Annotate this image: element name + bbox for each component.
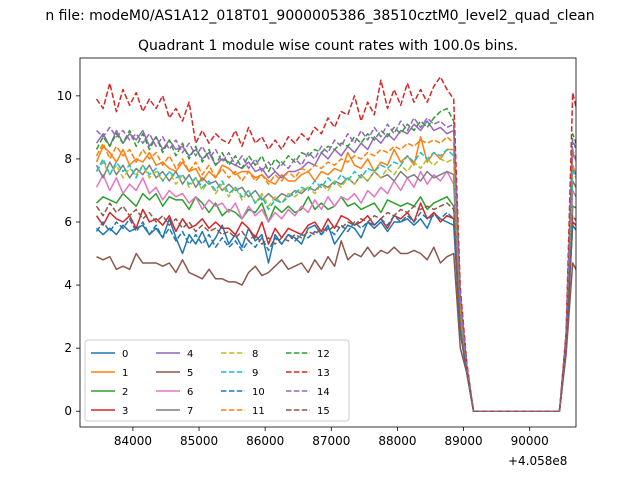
axis-ticks: 84000 85000 86000 87000 88000 89000 90000 0 2 4 6 8… [57,89,549,448]
x-tick-label: 85000 [180,434,218,448]
legend-label-12: 12 [317,349,330,360]
y-tick-label: 0 [64,404,72,418]
legend-label-2: 2 [122,387,128,398]
legend-label-8: 8 [252,349,258,360]
legend-label-4: 4 [187,349,193,360]
x-tick-label: 89000 [444,434,482,448]
legend-label-11: 11 [252,406,265,417]
series-line-9 [95,148,576,412]
legend-label-3: 3 [122,406,128,417]
series-group [95,76,576,412]
legend-label-1: 1 [122,368,128,379]
series-line-11 [95,136,576,412]
legend-label-9: 9 [252,368,258,379]
x-tick-label: 87000 [312,434,350,448]
x-tick-label: 90000 [511,434,549,448]
figure-suptitle: n file: modeM0/AS1A12_018T01_9000005386_… [45,8,594,24]
series-lines [95,76,576,412]
x-tick-label: 86000 [246,434,284,448]
legend-label-5: 5 [187,368,193,379]
series-line-8 [95,158,576,412]
legend-label-14: 14 [317,387,330,398]
legend-label-10: 10 [252,387,265,398]
series-line-15 [95,202,576,412]
x-tick-label: 84000 [114,434,152,448]
series-line-12 [95,107,576,412]
legend-label-6: 6 [187,387,193,398]
legend-box [84,339,350,422]
legend-label-15: 15 [317,406,330,417]
x-offset-label: +4.058e8 [508,454,567,468]
series-line-14 [95,117,576,412]
legend-label-0: 0 [122,349,128,360]
y-tick-label: 8 [64,152,72,166]
legend-label-7: 7 [187,406,193,417]
axes-frame [79,57,577,428]
chart-title: Quadrant 1 module wise count rates with … [138,38,518,54]
legend-label-13: 13 [317,368,330,379]
y-tick-label: 10 [57,89,72,103]
x-tick-label: 88000 [378,434,416,448]
axes-border [79,57,577,428]
y-tick-label: 2 [64,341,72,355]
y-tick-label: 4 [64,278,72,292]
y-tick-label: 6 [64,215,72,229]
